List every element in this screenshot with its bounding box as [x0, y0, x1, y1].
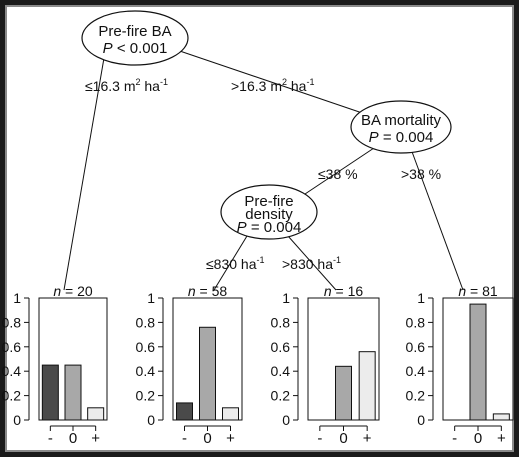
- leaf-1-y-tick-label: 1: [13, 290, 21, 306]
- leaf-2-bar-minus: [176, 402, 193, 421]
- leaf-3-n-label: n = 16: [324, 283, 364, 299]
- edge-root-right: [167, 46, 378, 119]
- leaf-3-bar-plus: [358, 351, 376, 421]
- edge-label-root-right: >16.3 m2 ha-1: [231, 77, 314, 94]
- leaf-1-x-tick-label: -: [48, 430, 53, 447]
- leaf-4-x-tick-label: 0: [474, 430, 482, 447]
- leaf-3-y-tick-label: 0.2: [271, 388, 291, 404]
- leaf-3-y-tick-label: 0.6: [271, 339, 291, 355]
- edge-label-dens-right: >830 ha-1: [282, 255, 341, 272]
- leaf-3-y-tick-label: 1: [282, 290, 290, 306]
- leaf-1-y-tick-label: 0.2: [2, 388, 22, 404]
- leaf-1-x-tick-label: 0: [69, 430, 77, 447]
- leaf-1-x-tick-label: +: [91, 430, 100, 447]
- leaf-1-y-tick-label: 0.4: [2, 363, 22, 379]
- leaf-3-x-tick-label: +: [363, 430, 372, 447]
- tree-nodes: Pre-fire BA P < 0.001 BA mortality P = 0…: [81, 10, 452, 240]
- leaf-2-y-tick-label: 0.8: [136, 314, 156, 330]
- leaf-3-bar-zero: [335, 365, 352, 421]
- edge-dens-left: [213, 235, 248, 291]
- leaf-4-y-tick-label: 0.4: [406, 363, 426, 379]
- edge-label-bam-left: ≤38 %: [318, 166, 358, 182]
- node-pre-fire-ba: Pre-fire BA P < 0.001: [81, 10, 189, 66]
- node-pre-fire-density: Pre-fire density P = 0.004: [220, 184, 318, 240]
- leaf-4-y-tick-label: 1: [417, 290, 425, 306]
- leaf-2-y-tick-label: 0.4: [136, 363, 156, 379]
- edge-bam-right: [410, 148, 464, 291]
- leaf-1-bar-plus: [87, 407, 105, 421]
- leaf-3-x-tick-label: 0: [339, 430, 347, 447]
- node-pre-fire-density-title-1: Pre-fire: [244, 193, 293, 210]
- leaf-1-y-tick-label: 0.8: [2, 314, 22, 330]
- leaf-2-x-tick-label: +: [226, 430, 235, 447]
- leaf-1-n-label: n = 20: [53, 283, 93, 299]
- edge-root-left: [63, 57, 105, 291]
- node-ba-mortality: BA mortality P = 0.004: [350, 100, 452, 154]
- tree-edges: [63, 46, 464, 291]
- edge-label-dens-left: ≤830 ha-1: [206, 255, 265, 272]
- leaf-2-bar-zero: [199, 326, 216, 421]
- leaf-3-y-tick-label: 0: [282, 412, 290, 428]
- leaf-2-x-tick-label: -: [182, 430, 187, 447]
- node-pre-fire-density-title-2: density: [245, 206, 293, 223]
- leaf-2-n-label: n = 58: [188, 283, 228, 299]
- leaf-2-y-tick-label: 1: [147, 290, 155, 306]
- leaf-4-y-tick-label: 0.8: [406, 314, 426, 330]
- leaf-4-n-label: n = 81: [458, 283, 498, 299]
- leaf-4-bar-plus: [492, 413, 510, 421]
- leaf-2-y-tick-label: 0: [147, 412, 155, 428]
- edge-label-root-left: ≤16.3 m2 ha-1: [85, 77, 168, 94]
- leaf-1-bar-minus: [41, 364, 59, 421]
- edge-label-bam-right: >38 %: [401, 166, 441, 182]
- leaf-4-y-tick-label: 0.2: [406, 388, 426, 404]
- leaf-4-y-tick-label: 0: [417, 412, 425, 428]
- node-ba-mortality-title: BA mortality: [361, 112, 442, 129]
- leaf-3-x-tick-label: -: [317, 430, 322, 447]
- leaf-2-y-tick-label: 0.6: [136, 339, 156, 355]
- edge-labels: ≤16.3 m2 ha-1 >16.3 m2 ha-1 ≤38 % >38 % …: [85, 77, 441, 272]
- leaf-1-y-tick-label: 0: [13, 412, 21, 428]
- leaf-3-y-tick-label: 0.4: [271, 363, 291, 379]
- leaf-4-x-tick-label: -: [452, 430, 457, 447]
- leaf-4-bar-zero: [469, 303, 487, 421]
- node-pre-fire-density-pvalue: P = 0.004: [237, 219, 302, 236]
- edge-dens-right: [287, 235, 337, 291]
- node-ba-mortality-pvalue: P = 0.004: [369, 129, 434, 146]
- edge-bam-left: [298, 143, 381, 199]
- leaf-2-y-tick-label: 0.2: [136, 388, 156, 404]
- node-pre-fire-ba-pvalue: P < 0.001: [103, 40, 168, 57]
- leaf-4-y-tick-label: 0.6: [406, 339, 426, 355]
- leaf-4-x-tick-label: +: [497, 430, 506, 447]
- leaf-1-y-tick-label: 0.6: [2, 339, 22, 355]
- leaf-2-bar-plus: [222, 407, 239, 421]
- leaf-2-x-tick-label: 0: [203, 430, 211, 447]
- leaf-1-bar-zero: [64, 364, 82, 421]
- node-pre-fire-ba-title: Pre-fire BA: [98, 23, 171, 40]
- leaf-3-y-tick-label: 0.8: [271, 314, 291, 330]
